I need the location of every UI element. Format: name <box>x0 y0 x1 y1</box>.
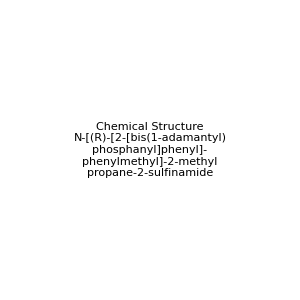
Text: Chemical Structure
N-[(R)-[2-[bis(1-adamantyl)
phosphanyl]phenyl]-
phenylmethyl]: Chemical Structure N-[(R)-[2-[bis(1-adam… <box>74 122 226 178</box>
